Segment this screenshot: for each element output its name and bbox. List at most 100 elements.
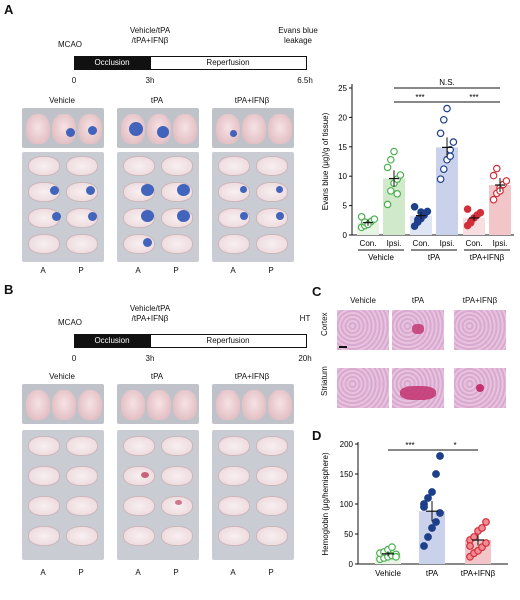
- whole-brain-ifn: [212, 108, 294, 148]
- data-point: [424, 533, 432, 541]
- tick-3h: 3h: [145, 76, 155, 85]
- whole-brain-vehicle: [22, 108, 104, 148]
- panel-label-b: B: [4, 282, 14, 297]
- brain-images-b: Vehicle tPA tPA+IFNβ A P A P A P: [0, 372, 320, 597]
- data-point: [357, 212, 366, 221]
- slices-b-tpa: [117, 430, 199, 560]
- data-point: [436, 175, 445, 183]
- data-point: [489, 195, 498, 204]
- reperfusion-label: Reperfusion: [206, 58, 250, 67]
- ap-b-p-vehicle: P: [78, 568, 84, 577]
- data-point: [428, 488, 436, 496]
- group-b-label-vehicle: Vehicle: [49, 372, 75, 381]
- data-point: [478, 524, 486, 532]
- group-label: tPA+IFNβ: [470, 253, 505, 262]
- ap-b-p-tpa: P: [173, 568, 179, 577]
- scale-bar: [339, 346, 347, 348]
- y-tick-label: 0: [343, 231, 348, 240]
- timeline-a: MCAO Occlusion Reperfusion Vehicle/tPA /…: [0, 0, 320, 95]
- y-tick-label: 100: [340, 500, 354, 509]
- data-point: [446, 152, 455, 161]
- sig-label: N.S.: [439, 78, 455, 87]
- data-point: [449, 138, 458, 146]
- data-point: [424, 494, 432, 502]
- treat-label-b-2: /tPA+IFNβ: [131, 314, 169, 323]
- data-point: [440, 115, 448, 124]
- sig-label: *: [453, 441, 456, 450]
- tick-6.5h: 6.5h: [297, 76, 313, 85]
- ap-b-a-ifn: A: [230, 568, 236, 577]
- sig-label: ***: [405, 441, 414, 450]
- group-b-label-ifn: tPA+IFNβ: [234, 372, 270, 381]
- y-tick-label: 15: [338, 143, 347, 152]
- panel-label-a: A: [4, 2, 14, 17]
- evans-blue-chart: 0 5 10 15 20 25 Evans blue (μg)/g of tissue) Co…: [321, 78, 514, 262]
- x-tick-label: Ipsi.: [440, 239, 455, 248]
- slices-vehicle: [22, 152, 104, 262]
- ap-a-ifn: A: [230, 266, 236, 275]
- x-tick-label: Con.: [413, 239, 430, 248]
- data-point: [502, 177, 511, 185]
- data-point: [390, 147, 398, 156]
- histo-striatum-tpa: [392, 368, 444, 408]
- brain-images-a: Vehicle tPA tPA+IFNβ A P A: [0, 96, 320, 281]
- timeline-b-mcao-label: MCAO: [58, 318, 82, 327]
- timeline-mcao-label: MCAO: [58, 40, 82, 49]
- y-tick-label: 25: [338, 84, 347, 93]
- end-label-ht: HT: [299, 314, 311, 323]
- ap-b-a-vehicle: A: [40, 568, 46, 577]
- y-tick-label: 10: [338, 172, 347, 181]
- data-point: [440, 165, 448, 173]
- occlusion-label: Occlusion: [94, 58, 130, 67]
- group-label: Vehicle: [368, 253, 394, 262]
- tick-0: 0: [71, 76, 77, 85]
- panel-label-d: D: [312, 428, 322, 443]
- x-tick-label: Con.: [466, 239, 483, 248]
- data-point: [383, 163, 392, 172]
- data-point: [476, 208, 485, 217]
- histology-panel: Vehicle tPA tPA+IFNβ Cortex Striatum: [320, 296, 516, 426]
- data-point: [420, 503, 428, 511]
- data-point: [387, 155, 395, 164]
- whole-brain-b-tpa: [117, 384, 199, 424]
- data-point: [482, 518, 490, 526]
- x-tick-label: tPA+IFNβ: [461, 569, 496, 578]
- treat-label-b-1: Vehicle/tPA: [129, 304, 171, 313]
- histo-row-striatum: Striatum: [320, 366, 329, 396]
- data-point: [410, 202, 419, 211]
- data-point: [466, 542, 474, 550]
- reperfusion-bar-b: [150, 334, 307, 348]
- y-tick-label: 50: [344, 530, 353, 539]
- sig-label: ***: [469, 93, 478, 102]
- group-label-vehicle: Vehicle: [49, 96, 75, 105]
- treat-label-2: /tPA+IFNβ: [131, 36, 169, 45]
- x-tick-label: Vehicle: [375, 569, 401, 578]
- histo-striatum-ifn: [454, 368, 506, 408]
- histo-cortex-ifn: [454, 310, 506, 350]
- histo-row-cortex: Cortex: [320, 312, 329, 336]
- ap-a-vehicle: A: [40, 266, 46, 275]
- group-b-label-tpa: tPA: [150, 372, 164, 381]
- slices-b-vehicle: [22, 430, 104, 560]
- data-point: [467, 218, 475, 227]
- timeline-b: MCAO Occlusion Reperfusion Vehicle/tPA /…: [0, 280, 320, 370]
- end-label-2: leakage: [283, 36, 313, 45]
- x-tick-label: Ipsi.: [493, 239, 508, 248]
- tick-b-0: 0: [71, 354, 77, 363]
- y-tick-label: 20: [338, 113, 347, 122]
- slices-ifn: [212, 152, 294, 262]
- reperfusion-label-b: Reperfusion: [206, 336, 250, 345]
- histo-col-tpa: tPA: [411, 296, 425, 305]
- data-point: [493, 164, 501, 173]
- data-point: [383, 200, 392, 209]
- x-tick-label: tPA: [426, 569, 439, 578]
- treat-label-1: Vehicle/tPA: [129, 26, 171, 35]
- data-point: [436, 129, 445, 138]
- data-point: [432, 470, 440, 478]
- data-point: [428, 524, 436, 532]
- data-point: [470, 533, 478, 541]
- data-point: [443, 104, 451, 113]
- panel-label-c: C: [312, 284, 322, 299]
- data-point: [420, 542, 428, 550]
- data-point: [396, 171, 405, 179]
